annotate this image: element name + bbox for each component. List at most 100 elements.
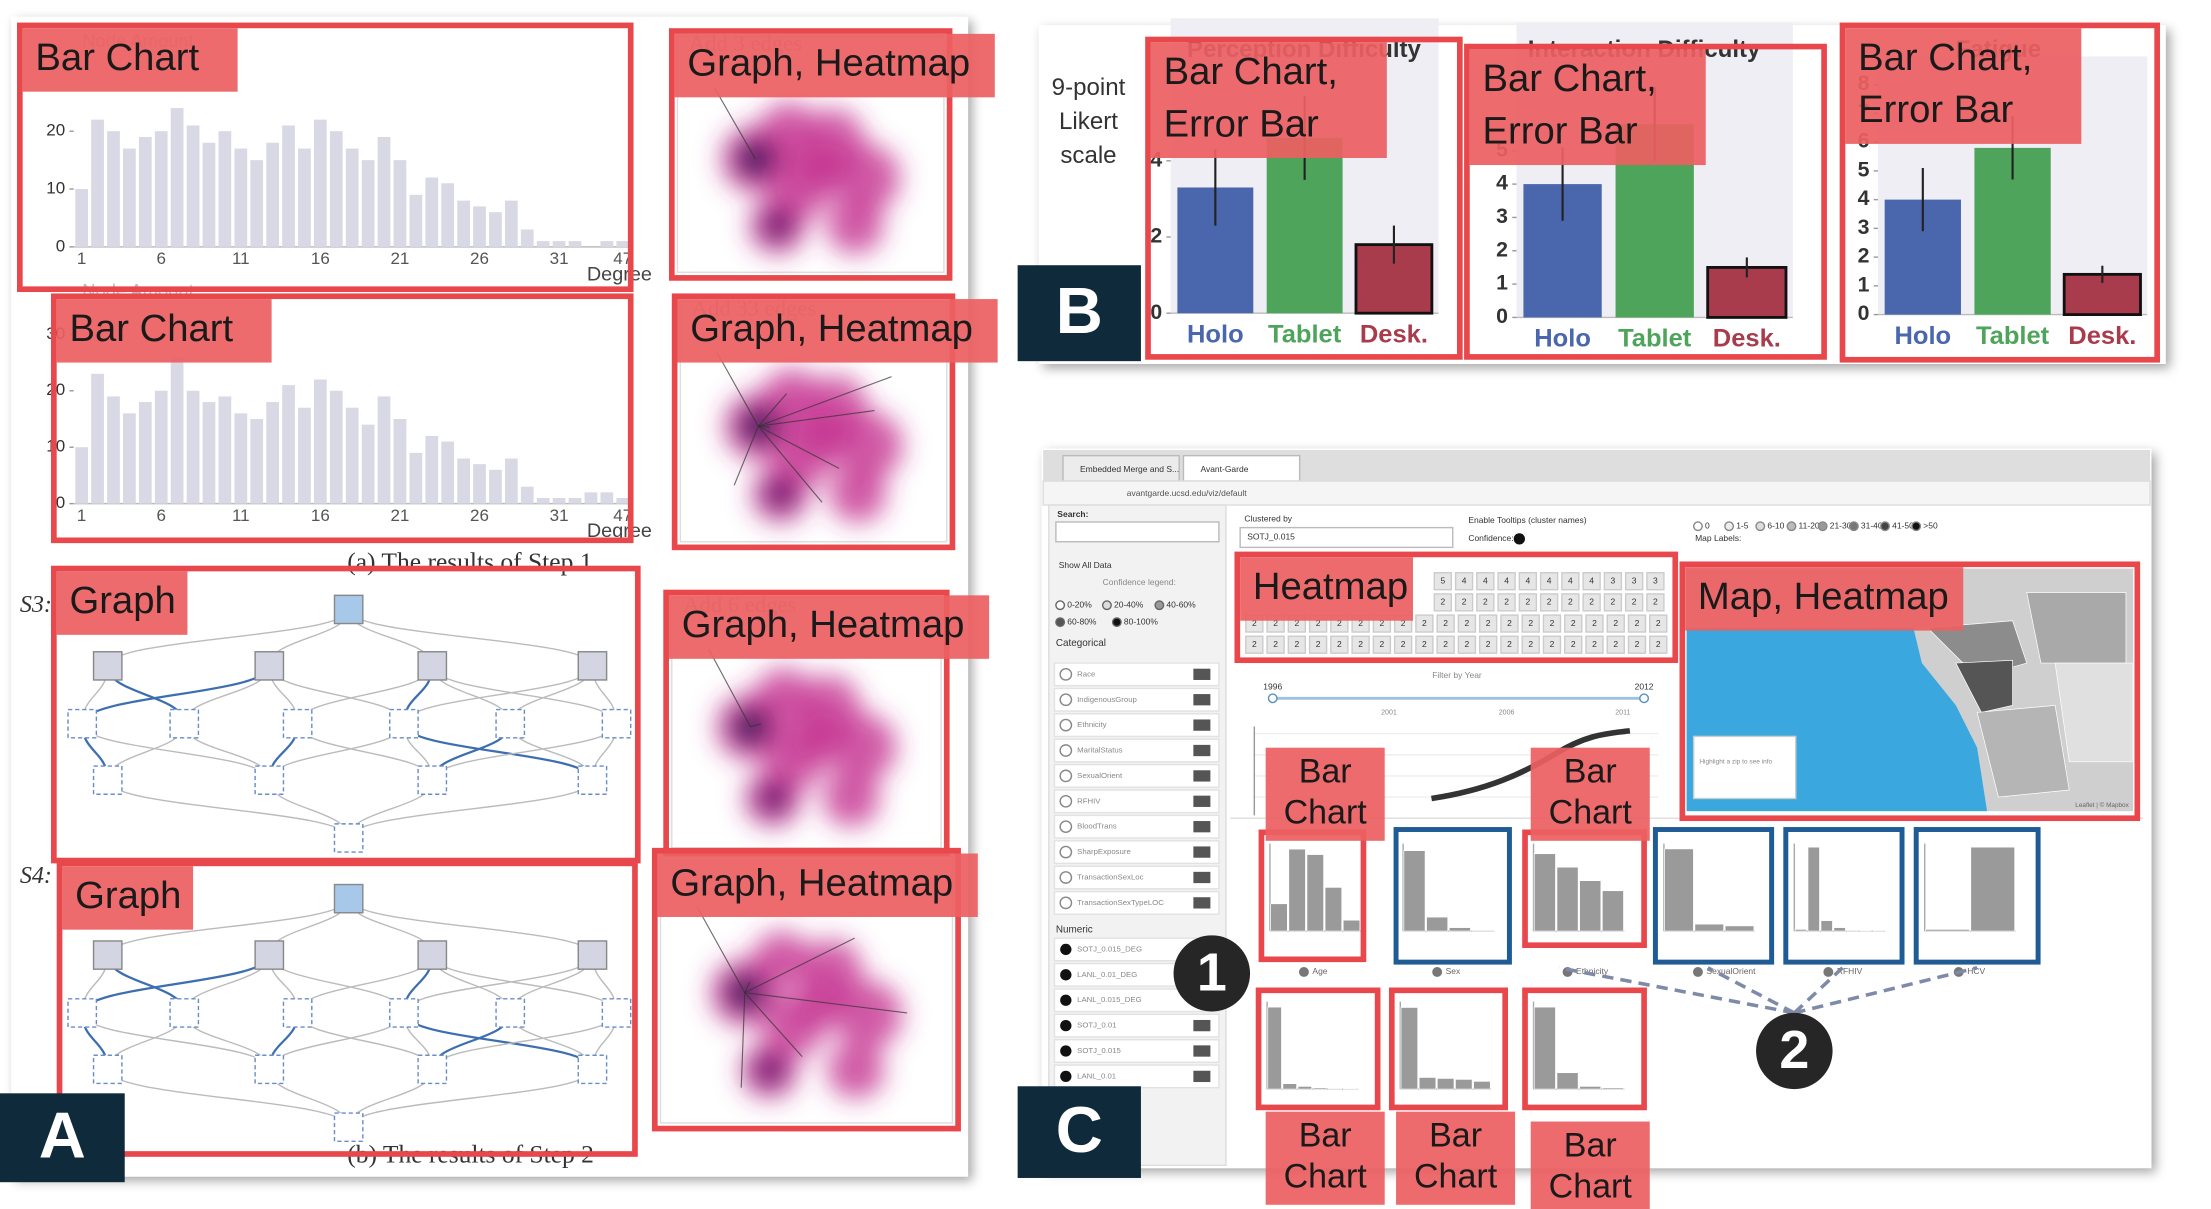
list-dot [1059, 820, 1073, 834]
mini-chart-name: HCV [1967, 966, 1985, 976]
y-tick-label: 1 [1496, 272, 1508, 295]
bar [314, 119, 327, 247]
callout-link [1558, 966, 1795, 1015]
heatmap-value: 4 [1504, 575, 1509, 585]
heat-blob [793, 978, 845, 1030]
map-legend-item: 21-30 [1830, 520, 1852, 530]
bar [600, 241, 614, 247]
heatmap-cell [1606, 635, 1625, 654]
bar [107, 396, 120, 504]
heatmap-value: 4 [1462, 575, 1467, 585]
list-icon [1193, 668, 1211, 680]
bar [457, 200, 470, 247]
heatmap-cell [1624, 572, 1644, 591]
y-tick-label: 0 [56, 236, 65, 255]
x-tick-label: 1 [77, 506, 86, 525]
mini-legend-dot [1298, 967, 1309, 977]
annotation-label-bg [56, 299, 272, 363]
x-axis-label: Degree [587, 520, 652, 542]
search-label: Search: [1057, 509, 1088, 519]
step-label: S3: [20, 592, 52, 618]
section-title: Numeric [1056, 924, 1093, 935]
heat-core [760, 208, 795, 243]
heatmap-value: 2 [1611, 597, 1616, 607]
diagram-node [254, 940, 285, 970]
y-tick-label: 3 [1858, 216, 1870, 239]
diagram-node [67, 998, 98, 1028]
diagram-node [577, 940, 608, 970]
annotation-label-bg [1530, 747, 1650, 841]
annotation-box [56, 860, 638, 1157]
annotation-label-bg [657, 853, 978, 917]
diagram-node [254, 1054, 285, 1085]
mini-legend-dot [1432, 967, 1443, 977]
map-region [2054, 662, 2134, 763]
y-tick-label: 4 [1858, 187, 1870, 210]
heatmap-cell [1436, 635, 1455, 654]
mini-bar [1820, 920, 1833, 932]
bar [138, 402, 152, 504]
bar [234, 413, 248, 504]
diagram-node [417, 765, 448, 795]
bar [154, 390, 168, 504]
bar [282, 125, 295, 247]
list-row [1053, 662, 1220, 687]
heat-core [755, 781, 790, 816]
slider-handle [1639, 693, 1650, 704]
heatmap-cell [1330, 635, 1349, 654]
map-legend-item: 6-10 [1767, 520, 1784, 530]
heatmap-value: 2 [1589, 597, 1594, 607]
annotation-label: Error Bar [1858, 88, 2013, 131]
heatmap-cell [1497, 593, 1516, 612]
list-dot [1060, 943, 1072, 956]
graph-edge [757, 425, 840, 469]
list-item: LANL_0.01 [1077, 1071, 1116, 1080]
map-legend-dot [1724, 521, 1735, 532]
graph-edge [696, 906, 746, 993]
heatmap-value: 2 [1486, 618, 1491, 628]
heat-blob [796, 143, 848, 194]
diagram-node [495, 708, 526, 739]
bar [107, 131, 120, 247]
bar [409, 194, 423, 247]
annotation-label-bg [668, 595, 990, 659]
annotation-box [1522, 987, 1647, 1111]
x-tick-label: 11 [232, 249, 250, 268]
bar [170, 108, 184, 247]
annotation-box [1388, 987, 1509, 1111]
annotation-label-bg [1530, 1121, 1650, 1209]
list-row [1053, 890, 1220, 915]
bar [170, 356, 184, 504]
diagram-node [67, 708, 98, 739]
annotation-box [1839, 22, 2160, 363]
heatmap-cell [1372, 635, 1392, 654]
bar [123, 413, 136, 504]
y-tick-label: 20 [46, 121, 65, 140]
heatmap-value: 2 [1316, 639, 1321, 649]
heatmap-cell [1542, 614, 1562, 633]
bar [520, 229, 534, 247]
mini-bar [1426, 916, 1449, 932]
mini-bar [1403, 850, 1426, 932]
heatmap-cell [1521, 614, 1540, 633]
bar [457, 458, 470, 504]
x-tick-label: Desk. [1360, 321, 1428, 349]
bar [266, 402, 279, 504]
mini-bar [1282, 1083, 1297, 1090]
bar [473, 464, 486, 504]
annotation-label: Graph [69, 579, 175, 622]
bar [616, 241, 630, 247]
map-attribution: Leaflet | © Mapbox [2075, 801, 2129, 809]
heatmap-cell [1500, 635, 1519, 654]
list-item: MaritalStatus [1077, 746, 1123, 755]
bar [536, 497, 550, 504]
bar [234, 148, 248, 247]
heatmap-cell [1518, 593, 1538, 612]
heatmap-cell [1646, 572, 1665, 591]
x-tick-label: Tablet [1268, 321, 1342, 349]
list-item: SOTJ_0.01 [1077, 1021, 1116, 1030]
mini-bar [1267, 1006, 1282, 1090]
heatmap-value: 4 [1589, 575, 1594, 585]
map-info: Highlight a zip to see info [1699, 759, 1772, 766]
mini-bar [1556, 1072, 1579, 1090]
